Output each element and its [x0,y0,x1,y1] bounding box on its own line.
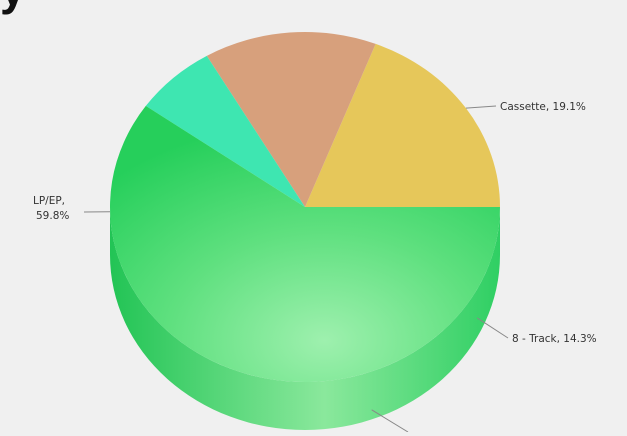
label-cassette: Cassette, 19.1% [500,101,586,113]
chart-title-fragment: y [0,0,28,16]
label-lpep-name: LP/EP, [33,195,65,207]
label-lpep-value: 59.8% [36,210,69,222]
leader-line [466,106,496,108]
leader-line [372,410,408,432]
label-8-track: 8 - Track, 14.3% [512,333,597,345]
